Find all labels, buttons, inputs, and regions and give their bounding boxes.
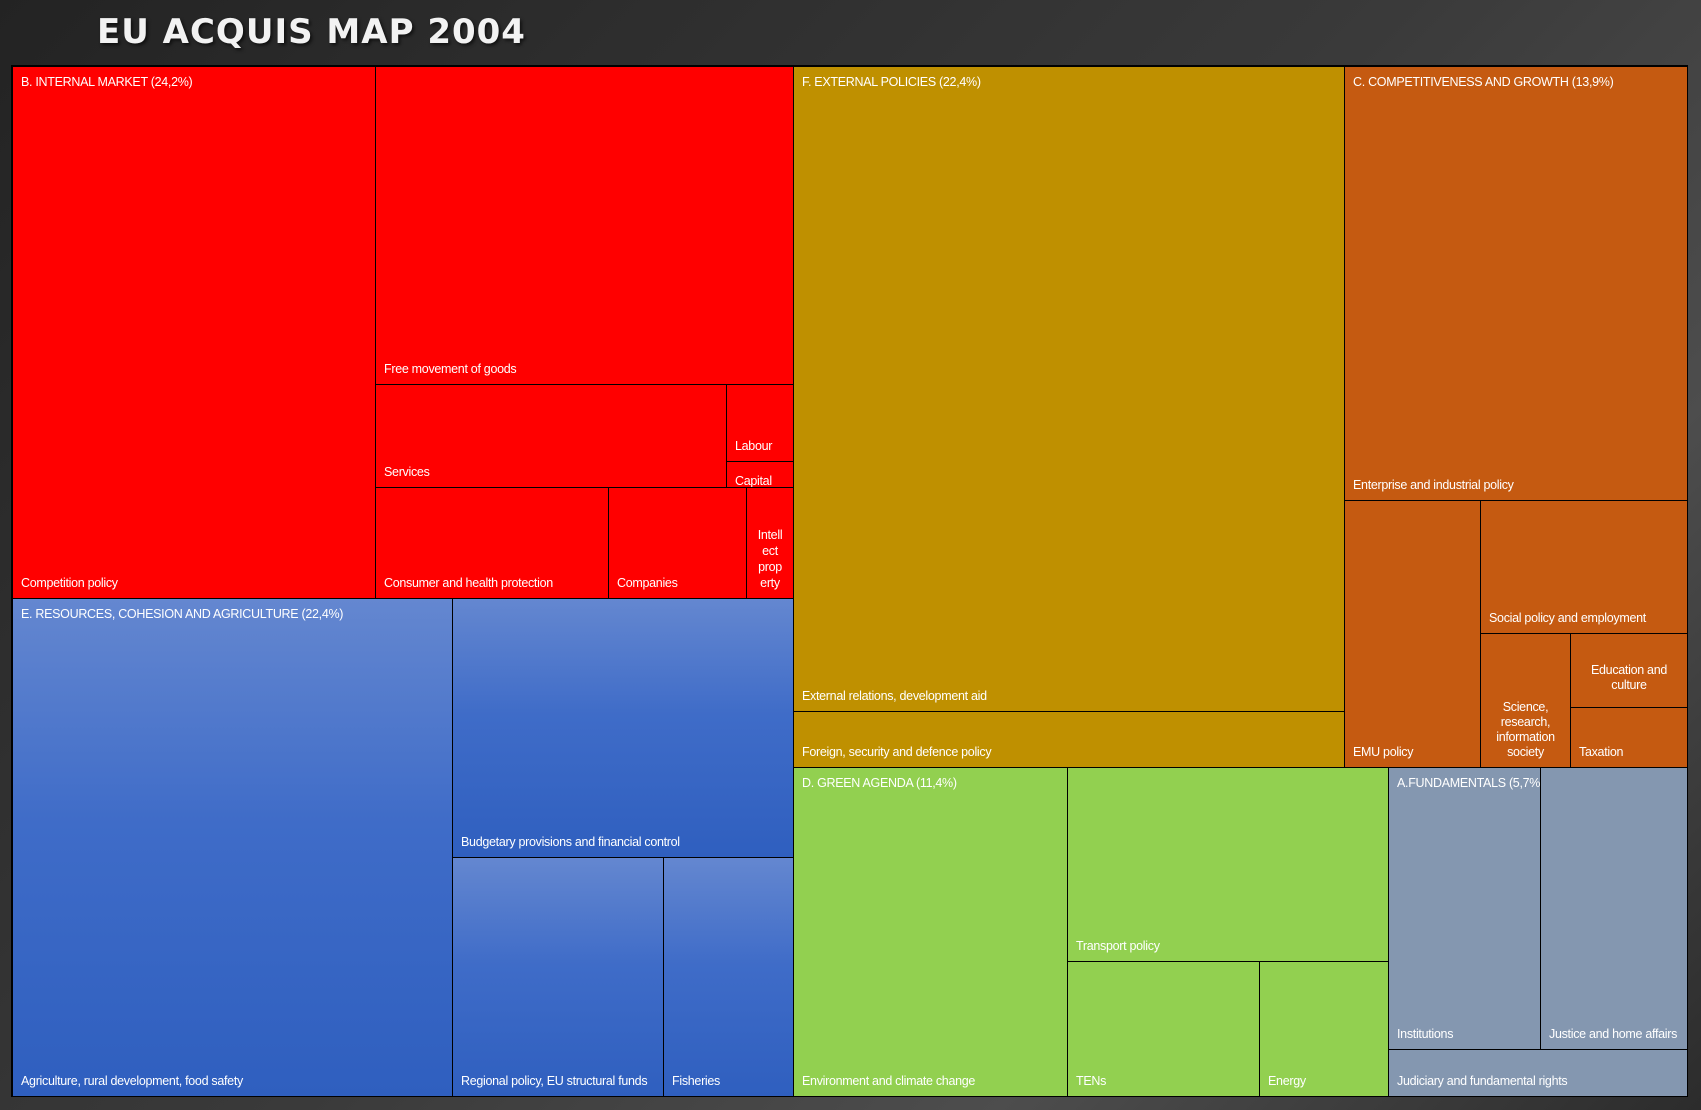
cell-label: External relations, development aid xyxy=(802,689,987,703)
group-label: B. INTERNAL MARKET (24,2%) xyxy=(21,75,193,89)
page-title: EU ACQUIS MAP 2004 xyxy=(97,12,526,52)
cell-label: Free movement of goods xyxy=(384,362,517,376)
treemap-cell-free-movement-of-goods: Free movement of goods xyxy=(375,66,794,385)
cell-label: Judiciary and fundamental rights xyxy=(1397,1074,1568,1088)
cell-label: Environment and climate change xyxy=(802,1074,976,1088)
treemap-cell-social-policy-and-employment: Social policy and employment xyxy=(1480,500,1688,634)
cell-label: TENs xyxy=(1076,1074,1107,1088)
treemap-cell-regional-policy-eu-structural-funds: Regional policy, EU structural funds xyxy=(452,857,664,1097)
treemap-cell-labour: Labour xyxy=(726,384,794,462)
treemap-cell-capital: Capital xyxy=(726,461,794,488)
cell-label: Taxation xyxy=(1579,745,1624,759)
treemap-cell-companies: Companies xyxy=(608,487,747,599)
treemap-cell-intell-ect-prop-erty: Intell ect prop erty xyxy=(746,487,794,599)
treemap-cell-consumer-and-health-protection: Consumer and health protection xyxy=(375,487,609,599)
treemap-cell-competition-policy: B. INTERNAL MARKET (24,2%) Competition po… xyxy=(12,66,376,599)
group-label: C. COMPETITIVENESS AND GROWTH (13,9%) xyxy=(1353,75,1614,89)
cell-label: Labour xyxy=(735,439,773,453)
treemap-cell-science-research-information-society: Science, research, information society xyxy=(1480,633,1571,768)
cell-label: Competition policy xyxy=(21,576,118,590)
cell-label: Services xyxy=(384,465,430,479)
cell-label: Regional policy, EU structural funds xyxy=(461,1074,648,1088)
treemap-cell-emu-policy: EMU policy xyxy=(1344,500,1481,768)
group-label: A.FUNDAMENTALS (5,7%) xyxy=(1397,776,1541,790)
treemap-cell-foreign-security-and-defence-policy: Foreign, security and defence policy xyxy=(793,711,1345,768)
treemap-cell-institutions: A.FUNDAMENTALS (5,7%) Institutions xyxy=(1388,767,1541,1050)
cell-label: Institutions xyxy=(1397,1027,1454,1041)
group-label: D. GREEN AGENDA (11,4%) xyxy=(802,776,957,790)
treemap-cell-tens: TENs xyxy=(1067,961,1260,1097)
cell-label: Intell ect prop erty xyxy=(757,528,783,590)
cell-label: Companies xyxy=(617,576,678,590)
treemap-cell-fisheries: Fisheries xyxy=(663,857,794,1097)
treemap-cell-education-and-culture: Education and culture xyxy=(1570,633,1688,708)
cell-label: Science, research, information society xyxy=(1496,700,1555,759)
group-label: F. EXTERNAL POLICIES (22,4%) xyxy=(802,75,981,89)
treemap-cell-budgetary-provisions-and-financial-control: Budgetary provisions and financial contr… xyxy=(452,598,794,858)
treemap-cell-transport-policy: Transport policy xyxy=(1067,767,1389,962)
cell-label: Education and culture xyxy=(1590,663,1668,692)
treemap-cell-agriculture-rural-development-food-safety: E. RESOURCES, COHESION AND AGRICULTURE (… xyxy=(12,598,453,1097)
treemap-cell-services: Services xyxy=(375,384,727,488)
cell-label: EMU policy xyxy=(1353,745,1414,759)
cell-label: Budgetary provisions and financial contr… xyxy=(461,835,680,849)
cell-label: Justice and home affairs xyxy=(1549,1027,1678,1041)
cell-label: Foreign, security and defence policy xyxy=(802,745,992,759)
treemap-cell-judiciary-and-fundamental-rights: Judiciary and fundamental rights xyxy=(1388,1049,1688,1097)
group-label: E. RESOURCES, COHESION AND AGRICULTURE (… xyxy=(21,607,344,621)
cell-label: Consumer and health protection xyxy=(384,576,553,590)
cell-label: Fisheries xyxy=(672,1074,721,1088)
cell-label: Social policy and employment xyxy=(1489,611,1646,625)
cell-label: Capital xyxy=(735,474,772,488)
treemap-cell-enterprise-and-industrial-policy: C. COMPETITIVENESS AND GROWTH (13,9%) Ent… xyxy=(1344,66,1688,501)
cell-label: Energy xyxy=(1268,1074,1306,1088)
treemap-cell-external-relations-development-aid: F. EXTERNAL POLICIES (22,4%) External rel… xyxy=(793,66,1345,712)
treemap-cell-energy: Energy xyxy=(1259,961,1389,1097)
treemap-cell-environment-and-climate-change: D. GREEN AGENDA (11,4%) Environment and c… xyxy=(793,767,1068,1097)
cell-label: Transport policy xyxy=(1076,939,1160,953)
treemap-cell-justice-and-home-affairs: Justice and home affairs xyxy=(1540,767,1688,1050)
cell-label: Agriculture, rural development, food saf… xyxy=(21,1074,243,1088)
treemap-cell-taxation: Taxation xyxy=(1570,707,1688,768)
cell-label: Enterprise and industrial policy xyxy=(1353,478,1514,492)
treemap: B. INTERNAL MARKET (24,2%) Competition po… xyxy=(11,65,1688,1097)
